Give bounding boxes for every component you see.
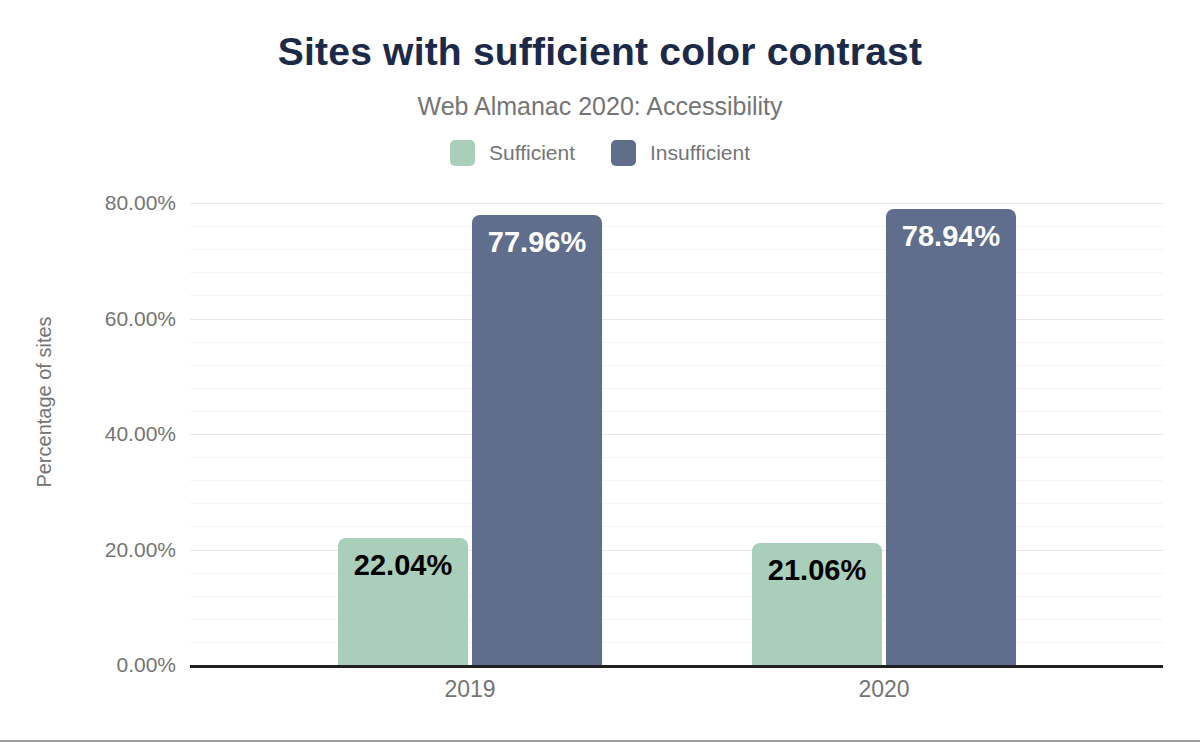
minor-gridline — [190, 619, 1163, 620]
x-tick-label: 2020 — [858, 676, 909, 703]
x-axis-line — [190, 665, 1163, 668]
minor-gridline — [190, 249, 1163, 250]
bar-sufficient-2019: 22.04% — [338, 538, 468, 665]
minor-gridline — [190, 480, 1163, 481]
chart-canvas: Sites with sufficient color contrast Web… — [0, 0, 1200, 742]
major-gridline — [190, 319, 1163, 320]
minor-gridline — [190, 295, 1163, 296]
minor-gridline — [190, 642, 1163, 643]
bar-value-label: 78.94% — [886, 220, 1016, 253]
bar-insufficient-2020: 78.94% — [886, 209, 1016, 665]
y-tick-label: 20.00% — [60, 538, 176, 562]
minor-gridline — [190, 573, 1163, 574]
bar-insufficient-2019: 77.96% — [472, 215, 602, 665]
minor-gridline — [190, 365, 1163, 366]
minor-gridline — [190, 503, 1163, 504]
bar-sufficient-2020: 21.06% — [752, 543, 882, 665]
legend-label: Insufficient — [650, 141, 750, 165]
legend-swatch-insufficient — [611, 140, 636, 166]
minor-gridline — [190, 342, 1163, 343]
major-gridline — [190, 550, 1163, 551]
minor-gridline — [190, 596, 1163, 597]
minor-gridline — [190, 226, 1163, 227]
legend-label: Sufficient — [489, 141, 575, 165]
legend-item: Sufficient — [450, 140, 575, 166]
minor-gridline — [190, 526, 1163, 527]
major-gridline — [190, 434, 1163, 435]
legend-swatch-sufficient — [450, 140, 475, 166]
y-tick-label: 60.00% — [60, 307, 176, 331]
minor-gridline — [190, 272, 1163, 273]
major-gridline — [190, 203, 1163, 204]
y-tick-label: 0.00% — [60, 653, 176, 677]
bar-value-label: 77.96% — [472, 226, 602, 259]
bar-value-label: 21.06% — [752, 554, 882, 587]
chart-title: Sites with sufficient color contrast — [0, 30, 1200, 74]
minor-gridline — [190, 457, 1163, 458]
bar-value-label: 22.04% — [338, 549, 468, 582]
y-tick-label: 80.00% — [60, 191, 176, 215]
y-tick-label: 40.00% — [60, 422, 176, 446]
y-axis-title: Percentage of sites — [33, 316, 56, 487]
minor-gridline — [190, 388, 1163, 389]
x-tick-label: 2019 — [444, 676, 495, 703]
legend: Sufficient Insufficient — [0, 140, 1200, 166]
chart-subtitle: Web Almanac 2020: Accessibility — [0, 92, 1200, 121]
minor-gridline — [190, 411, 1163, 412]
legend-item: Insufficient — [611, 140, 750, 166]
